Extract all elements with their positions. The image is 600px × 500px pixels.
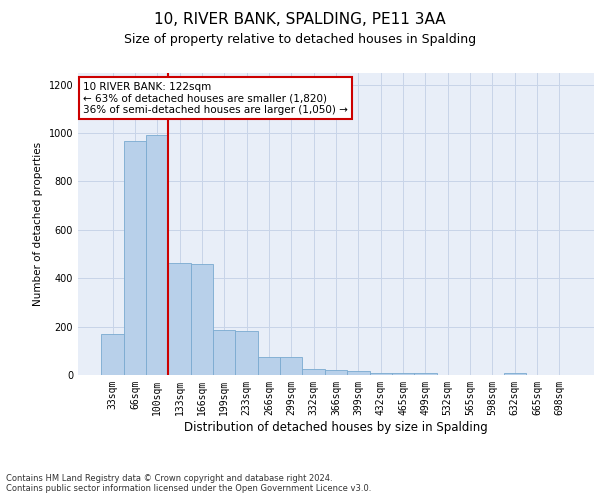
- X-axis label: Distribution of detached houses by size in Spalding: Distribution of detached houses by size …: [184, 420, 488, 434]
- Bar: [191, 264, 213, 375]
- Bar: [124, 140, 146, 375]
- Text: Size of property relative to detached houses in Spalding: Size of property relative to detached ho…: [124, 32, 476, 46]
- Bar: [213, 330, 235, 375]
- Bar: [235, 330, 258, 375]
- Text: Contains public sector information licensed under the Open Government Licence v3: Contains public sector information licen…: [6, 484, 371, 493]
- Bar: [302, 369, 325, 375]
- Bar: [347, 372, 370, 375]
- Text: 10 RIVER BANK: 122sqm
← 63% of detached houses are smaller (1,820)
36% of semi-d: 10 RIVER BANK: 122sqm ← 63% of detached …: [83, 82, 348, 115]
- Bar: [370, 372, 392, 375]
- Bar: [169, 263, 191, 375]
- Text: Contains HM Land Registry data © Crown copyright and database right 2024.: Contains HM Land Registry data © Crown c…: [6, 474, 332, 483]
- Bar: [146, 136, 169, 375]
- Bar: [101, 334, 124, 375]
- Bar: [392, 372, 414, 375]
- Y-axis label: Number of detached properties: Number of detached properties: [33, 142, 43, 306]
- Bar: [280, 358, 302, 375]
- Bar: [325, 370, 347, 375]
- Bar: [414, 373, 437, 375]
- Text: 10, RIVER BANK, SPALDING, PE11 3AA: 10, RIVER BANK, SPALDING, PE11 3AA: [154, 12, 446, 28]
- Bar: [503, 373, 526, 375]
- Bar: [258, 357, 280, 375]
